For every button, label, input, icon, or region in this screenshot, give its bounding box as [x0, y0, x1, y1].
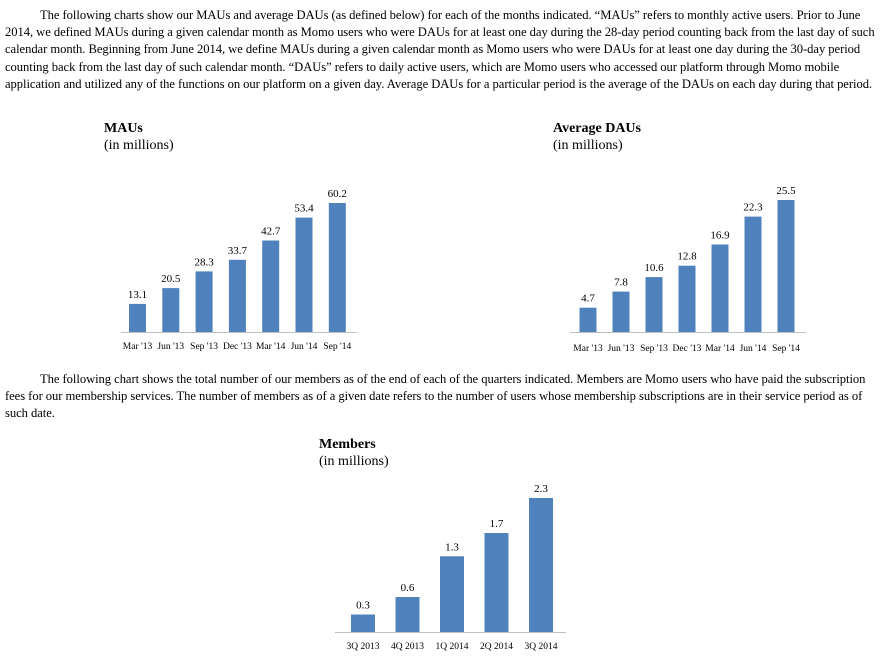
maus-category-label: Jun '13 — [157, 342, 184, 352]
maus-data-label: 42.7 — [261, 226, 281, 238]
members-category-label: 4Q 2013 — [391, 642, 424, 652]
maus-bar — [328, 203, 346, 332]
daus-category-label: Jun '13 — [608, 344, 635, 354]
intro-paragraph: The following charts show our MAUs and a… — [5, 8, 875, 91]
members-data-label: 0.3 — [356, 600, 370, 612]
members-chart-subtitle: (in millions) — [319, 454, 389, 469]
daus-chart: 4.7 Mar '13 7.8 Jun '13 10.6 Sep '13 12.8 Dec '… — [570, 185, 806, 354]
daus-data-label: 7.8 — [614, 277, 628, 289]
daus-bar — [678, 265, 696, 332]
daus-category-label: Dec '13 — [673, 344, 702, 354]
daus-category-label: Jun '14 — [740, 344, 767, 354]
daus-bar — [711, 244, 729, 332]
maus-bar — [129, 303, 146, 332]
daus-bar — [579, 307, 597, 332]
maus-data-label: 60.2 — [328, 188, 347, 200]
maus-bar — [228, 259, 246, 332]
maus-bar — [162, 288, 180, 332]
members-data-label: 1.3 — [445, 541, 459, 553]
maus-chart-title: MAUs — [104, 121, 143, 136]
maus-category-label: Dec '13 — [223, 342, 252, 352]
daus-category-label: Sep '13 — [640, 344, 668, 354]
daus-bar — [612, 291, 630, 332]
daus-bar — [645, 277, 663, 332]
maus-category-label: Jun '14 — [291, 342, 318, 352]
maus-category-label: Mar '13 — [123, 342, 153, 352]
members-data-label: 1.7 — [490, 518, 504, 530]
daus-data-label: 22.3 — [743, 202, 763, 214]
members-bar — [484, 533, 509, 632]
daus-data-label: 4.7 — [581, 293, 595, 305]
maus-data-label: 28.3 — [194, 256, 214, 268]
maus-bar — [195, 271, 213, 332]
members-bar — [395, 597, 420, 632]
members-category-label: 2Q 2014 — [480, 642, 513, 652]
daus-data-label: 10.6 — [644, 262, 664, 274]
maus-bar — [295, 217, 313, 332]
daus-bar — [777, 200, 795, 332]
maus-data-label: 53.4 — [294, 203, 314, 215]
maus-category-label: Sep '14 — [323, 342, 351, 352]
maus-data-label: 33.7 — [228, 245, 248, 257]
maus-bar — [262, 240, 280, 332]
maus-chart-subtitle: (in millions) — [104, 138, 174, 153]
members-chart: 0.3 3Q 2013 0.6 4Q 2013 1.3 1Q 2014 1.7 2Q 2014… — [335, 483, 566, 652]
members-paragraph: The following chart shows the total numb… — [5, 372, 866, 421]
members-category-label: 3Q 2014 — [525, 642, 558, 652]
members-bar — [440, 556, 464, 632]
members-bar — [529, 498, 553, 632]
members-data-label: 2.3 — [534, 483, 548, 495]
daus-chart-title: Average DAUs — [553, 121, 641, 136]
daus-category-label: Mar '14 — [705, 344, 735, 354]
members-category-label: 3Q 2013 — [347, 642, 380, 652]
members-data-label: 0.6 — [401, 582, 415, 594]
daus-bar — [744, 216, 762, 332]
daus-data-label: 16.9 — [710, 230, 730, 242]
daus-chart-subtitle: (in millions) — [553, 138, 623, 153]
daus-data-label: 25.5 — [776, 185, 796, 197]
maus-category-label: Mar '14 — [256, 342, 286, 352]
maus-chart: 13.1 Mar '13 20.5 Jun '13 28.3 Sep '13 33.7 Dec… — [121, 188, 357, 352]
maus-category-label: Sep '13 — [190, 342, 218, 352]
daus-category-label: Sep '14 — [772, 344, 800, 354]
daus-data-label: 12.8 — [677, 251, 697, 263]
members-chart-title: Members — [319, 437, 376, 452]
maus-data-label: 13.1 — [128, 289, 147, 301]
members-category-label: 1Q 2014 — [436, 642, 469, 652]
members-bar — [351, 614, 375, 632]
maus-data-label: 20.5 — [161, 273, 181, 285]
daus-category-label: Mar '13 — [573, 344, 603, 354]
